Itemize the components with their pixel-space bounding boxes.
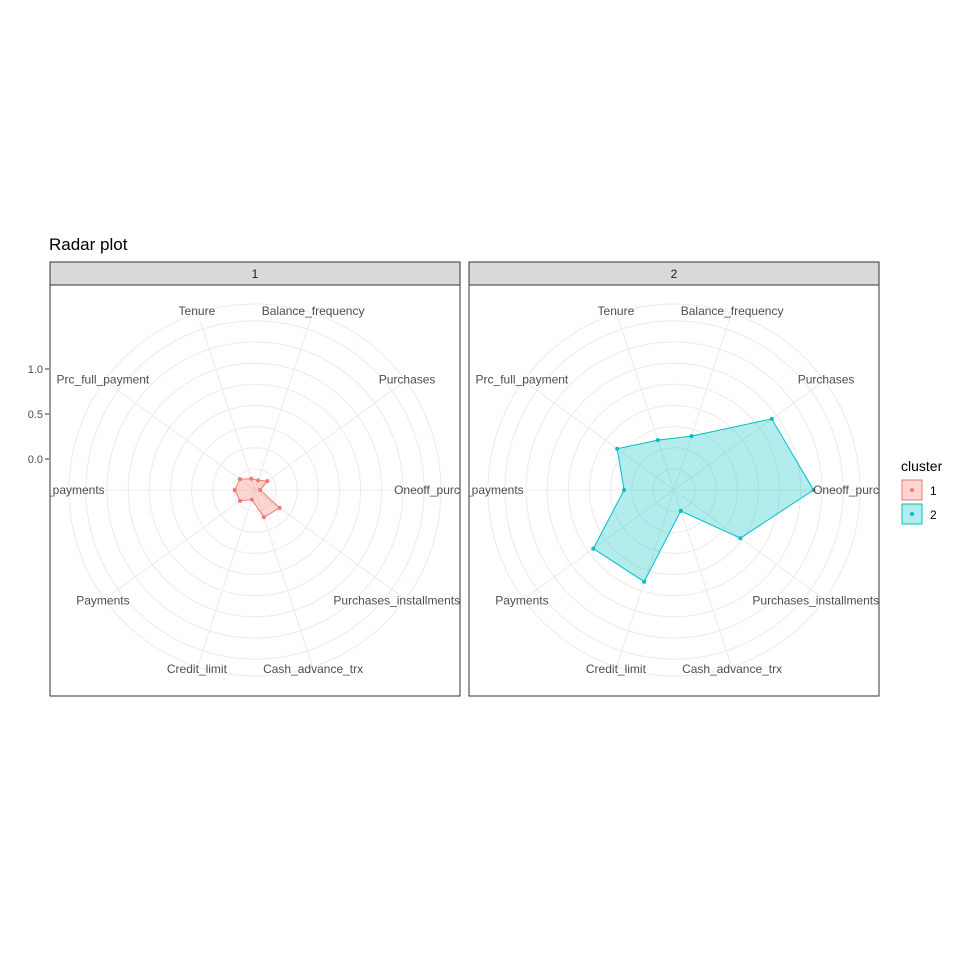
grid-spoke (254, 380, 406, 491)
grid-spoke (523, 489, 675, 600)
data-point (678, 508, 683, 513)
chart-title: Radar plot (49, 235, 128, 254)
data-point (642, 579, 647, 584)
axis-label: Purchases_installments_fre (752, 594, 900, 608)
grid-spoke (523, 380, 675, 491)
data-point (277, 505, 282, 510)
facet-strip-label: 2 (671, 267, 678, 281)
data-point (615, 446, 620, 451)
facet-panels: Balance_frequency Purchases Oneoff_purchas… (29, 261, 911, 697)
axis-label: Tenure (598, 304, 635, 318)
radial-tick-label: 0.0 (28, 454, 43, 466)
axis-label: Oneoff_purchases (813, 483, 911, 497)
facet-panel-2: Balance_frequency Purchases Oneoff_purchas… (448, 261, 911, 697)
axis-label: Credit_limit (167, 662, 228, 676)
grid-spoke (616, 489, 675, 668)
legend-point (910, 512, 914, 516)
axis-label: Oneoff_purchases (394, 483, 492, 497)
radial-tick-label: 1.0 (28, 364, 43, 376)
data-point (249, 497, 254, 502)
facet-strip (49, 261, 461, 286)
legend-point (910, 488, 914, 492)
grid-spoke (673, 312, 732, 491)
data-point (265, 479, 270, 484)
legend-label: 2 (930, 508, 937, 522)
facet-panel-1: Balance_frequency Purchases Oneoff_purchas… (29, 261, 492, 697)
grid-spoke (616, 312, 675, 491)
series-area-1 (234, 478, 281, 518)
grid-spoke (104, 489, 256, 600)
data-point (811, 488, 816, 492)
axis-label: Cash_advance_trx (682, 662, 782, 676)
facet-strip-label: 1 (252, 267, 259, 281)
data-point (238, 477, 242, 482)
axis-label: Balance_frequency (262, 304, 365, 318)
data-point (232, 488, 237, 492)
grid-spoke (254, 312, 313, 491)
grid-spoke (197, 489, 256, 668)
data-point (591, 546, 596, 551)
grid-spoke (104, 380, 256, 491)
axis-label: Purchases (798, 373, 855, 387)
legend-label: 1 (930, 484, 937, 498)
data-point (622, 488, 627, 492)
axis-label: Payments (76, 594, 129, 608)
facet-strip (468, 261, 880, 286)
series-area-2 (592, 418, 815, 583)
radial-tick-label: 0.5 (28, 409, 43, 421)
data-point (238, 498, 242, 503)
grid-spoke (254, 489, 313, 668)
legend: cluster 1 2 (901, 458, 943, 525)
axis-label: Credit_limit (586, 662, 647, 676)
data-point (769, 416, 774, 421)
axis-label: Balance_frequency (681, 304, 784, 318)
axis-label: Cash_advance_trx (263, 662, 363, 676)
grid-spoke (197, 312, 256, 491)
axis-label: Prc_full_payment (476, 373, 569, 387)
data-point (689, 434, 694, 439)
data-point (655, 438, 660, 443)
axis-label: Tenure (179, 304, 216, 318)
axis-label: Purchases_installments_fre (333, 594, 481, 608)
grid-spoke (673, 380, 825, 491)
axis-label: Payments (495, 594, 548, 608)
data-point (249, 476, 254, 481)
data-point (256, 478, 261, 483)
data-point (261, 515, 266, 520)
axis-label: Prc_full_payment (57, 373, 150, 387)
grid-spoke (673, 489, 825, 600)
grid-spoke (673, 489, 732, 668)
axis-label: um_payments (29, 483, 104, 497)
axis-label: Purchases (379, 373, 436, 387)
data-point (258, 488, 263, 492)
legend-title: cluster (901, 458, 943, 474)
data-point (738, 536, 743, 541)
axis-label: um_payments (448, 483, 523, 497)
